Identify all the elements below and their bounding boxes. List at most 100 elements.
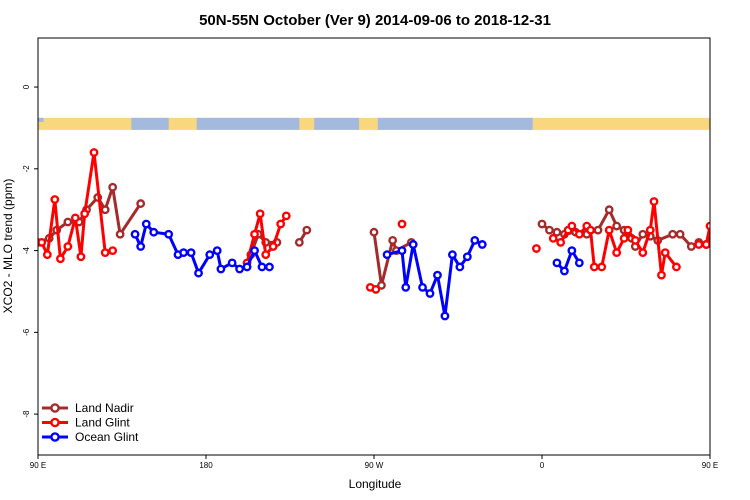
data-point bbox=[477, 240, 487, 249]
data-point bbox=[397, 219, 407, 229]
data-point bbox=[537, 219, 547, 229]
data-point bbox=[76, 252, 86, 262]
data-point bbox=[638, 229, 648, 239]
data-point bbox=[130, 229, 140, 239]
legend-item: Land Glint bbox=[42, 416, 130, 430]
data-point bbox=[63, 242, 73, 251]
data-point bbox=[268, 242, 278, 251]
data-point bbox=[242, 262, 252, 272]
data-point bbox=[388, 235, 398, 245]
y-tick-label: -6 bbox=[22, 328, 31, 336]
data-point bbox=[377, 280, 386, 290]
data-point bbox=[657, 270, 666, 280]
data-point bbox=[552, 227, 562, 237]
x-tick-label: 0 bbox=[540, 461, 545, 470]
data-point bbox=[250, 229, 259, 239]
data-point bbox=[294, 238, 304, 247]
data-point bbox=[108, 182, 118, 192]
data-point bbox=[302, 225, 312, 235]
data-point bbox=[737, 254, 743, 260]
data-point bbox=[433, 270, 442, 280]
data-point bbox=[80, 209, 90, 219]
data-point bbox=[447, 250, 457, 260]
data-point bbox=[470, 235, 480, 245]
data-point bbox=[89, 148, 99, 157]
data-point bbox=[725, 223, 731, 229]
x-tick-label: 90 W bbox=[365, 461, 384, 470]
data-point bbox=[729, 217, 735, 223]
data-point bbox=[567, 246, 577, 255]
y-tick-label: -4 bbox=[22, 246, 31, 254]
data-point bbox=[672, 262, 681, 272]
data-point bbox=[276, 219, 286, 229]
data-point bbox=[261, 250, 271, 260]
chart-title: 50N-55N October (Ver 9) 2014-09-06 to 20… bbox=[199, 12, 551, 29]
data-point bbox=[714, 196, 720, 202]
data-point bbox=[108, 246, 118, 255]
data-point bbox=[369, 227, 379, 237]
data-point bbox=[560, 266, 569, 276]
ocean-band bbox=[314, 117, 360, 130]
data-point bbox=[42, 250, 52, 260]
data-point bbox=[694, 240, 704, 249]
ocean-band bbox=[196, 117, 300, 130]
data-point bbox=[740, 211, 746, 217]
data-point bbox=[593, 225, 603, 235]
data-point bbox=[462, 252, 472, 262]
data-point bbox=[612, 248, 622, 258]
data-point bbox=[136, 199, 146, 208]
legend-label: Ocean Glint bbox=[75, 430, 139, 444]
legend-swatch-point bbox=[50, 403, 60, 413]
data-point bbox=[281, 211, 291, 221]
data-point bbox=[141, 219, 151, 229]
data-point bbox=[574, 229, 584, 239]
data-point bbox=[265, 262, 274, 272]
data-point bbox=[115, 229, 125, 239]
legend-label: Land Nadir bbox=[75, 401, 134, 415]
y-tick-label: -8 bbox=[22, 410, 31, 418]
data-point bbox=[660, 248, 670, 258]
x-tick-label: 180 bbox=[199, 461, 213, 470]
data-point bbox=[440, 311, 450, 321]
data-point bbox=[50, 195, 60, 204]
data-point bbox=[186, 248, 196, 258]
series-land-glint bbox=[38, 148, 746, 294]
data-point bbox=[205, 250, 215, 260]
data-point bbox=[744, 194, 750, 200]
data-point bbox=[612, 221, 622, 231]
data-point bbox=[100, 205, 110, 215]
series-line bbox=[552, 200, 678, 277]
data-point bbox=[136, 242, 146, 251]
data-point bbox=[623, 225, 633, 235]
data-point bbox=[718, 256, 724, 262]
series-ocean-glint bbox=[130, 219, 584, 321]
data-point bbox=[729, 215, 735, 221]
data-point bbox=[408, 240, 418, 249]
data-point bbox=[532, 244, 541, 253]
data-point bbox=[235, 264, 245, 274]
data-point bbox=[619, 233, 629, 243]
data-point bbox=[38, 238, 47, 247]
data-point bbox=[737, 211, 743, 217]
data-point bbox=[250, 246, 259, 255]
data-point bbox=[556, 238, 566, 247]
x-axis: 90 E 180 90 W 0 90 E bbox=[30, 455, 718, 470]
data-point bbox=[709, 227, 710, 233]
data-point bbox=[100, 248, 110, 258]
data-point bbox=[733, 219, 739, 225]
land-band bbox=[38, 117, 710, 130]
legend-item: Land Nadir bbox=[42, 401, 134, 415]
data-point bbox=[418, 282, 427, 292]
data-point bbox=[382, 250, 392, 260]
series-line bbox=[555, 249, 581, 273]
data-point bbox=[645, 225, 655, 235]
data-point bbox=[675, 229, 685, 239]
data-point bbox=[63, 217, 73, 227]
series-line bbox=[541, 208, 710, 248]
data-point bbox=[597, 262, 607, 272]
ocean-band bbox=[38, 117, 44, 122]
ocean-band bbox=[377, 117, 533, 130]
data-point bbox=[649, 197, 659, 206]
x-tick-label: 90 E bbox=[30, 461, 46, 470]
